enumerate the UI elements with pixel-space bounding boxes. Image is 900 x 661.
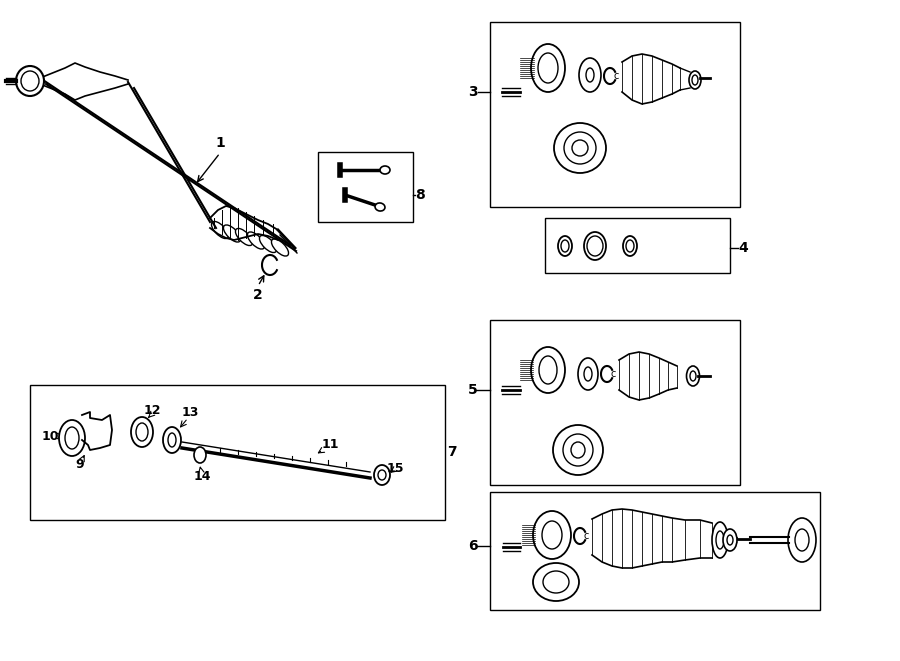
Text: 15: 15	[386, 461, 404, 475]
Text: 1: 1	[215, 136, 225, 150]
Text: 5: 5	[468, 383, 478, 397]
Ellipse shape	[259, 235, 276, 253]
Ellipse shape	[248, 232, 265, 249]
Bar	[318, 152, 413, 222]
Ellipse shape	[692, 75, 698, 85]
Ellipse shape	[65, 427, 79, 449]
Ellipse shape	[543, 571, 569, 593]
Polygon shape	[65, 63, 75, 100]
Ellipse shape	[561, 240, 569, 252]
Ellipse shape	[212, 221, 229, 239]
Ellipse shape	[539, 356, 557, 384]
Text: c: c	[583, 531, 589, 541]
Ellipse shape	[533, 563, 579, 601]
Polygon shape	[55, 68, 65, 94]
Ellipse shape	[586, 68, 594, 82]
Ellipse shape	[689, 71, 701, 89]
Text: 8: 8	[415, 188, 425, 202]
Ellipse shape	[584, 367, 592, 381]
Ellipse shape	[236, 229, 253, 245]
Bar	[490, 492, 820, 610]
Ellipse shape	[272, 239, 289, 256]
Polygon shape	[85, 67, 100, 96]
Ellipse shape	[136, 423, 148, 441]
Ellipse shape	[626, 240, 634, 252]
Ellipse shape	[716, 531, 724, 549]
Ellipse shape	[168, 433, 176, 447]
Polygon shape	[75, 63, 85, 100]
Text: c: c	[613, 71, 618, 81]
Ellipse shape	[623, 236, 637, 256]
Ellipse shape	[16, 66, 44, 96]
Ellipse shape	[571, 442, 585, 458]
Text: 2: 2	[253, 288, 263, 302]
Ellipse shape	[584, 232, 606, 260]
Ellipse shape	[375, 203, 385, 211]
Ellipse shape	[579, 58, 601, 92]
Ellipse shape	[542, 521, 562, 549]
Bar	[490, 22, 740, 207]
Ellipse shape	[723, 529, 737, 551]
Text: c: c	[610, 369, 616, 379]
Text: 14: 14	[194, 471, 211, 483]
Bar	[545, 218, 730, 273]
Text: 9: 9	[76, 459, 85, 471]
Ellipse shape	[564, 132, 596, 164]
Ellipse shape	[531, 44, 565, 92]
Text: 13: 13	[181, 405, 199, 418]
Text: 3: 3	[468, 85, 478, 99]
Ellipse shape	[587, 236, 603, 256]
Ellipse shape	[572, 140, 588, 156]
Ellipse shape	[558, 236, 572, 256]
Text: 10: 10	[41, 430, 58, 442]
Text: 7: 7	[447, 445, 457, 459]
Polygon shape	[40, 72, 55, 90]
Ellipse shape	[531, 347, 565, 393]
Ellipse shape	[727, 535, 733, 545]
Ellipse shape	[553, 425, 603, 475]
Ellipse shape	[194, 447, 206, 463]
Polygon shape	[115, 76, 128, 88]
Ellipse shape	[59, 420, 85, 456]
Ellipse shape	[533, 511, 571, 559]
Bar	[490, 320, 740, 485]
Bar	[30, 385, 445, 520]
Ellipse shape	[21, 71, 39, 91]
Ellipse shape	[131, 417, 153, 447]
Ellipse shape	[687, 366, 699, 386]
Ellipse shape	[380, 166, 390, 174]
Polygon shape	[100, 72, 115, 92]
Ellipse shape	[563, 434, 593, 466]
Ellipse shape	[712, 522, 728, 558]
Text: 6: 6	[468, 539, 478, 553]
Text: 12: 12	[143, 403, 161, 416]
Ellipse shape	[795, 529, 809, 551]
Text: 4: 4	[738, 241, 748, 255]
Ellipse shape	[690, 371, 696, 381]
Ellipse shape	[163, 427, 181, 453]
Ellipse shape	[223, 225, 240, 242]
Ellipse shape	[578, 358, 598, 390]
Ellipse shape	[538, 53, 558, 83]
Ellipse shape	[554, 123, 606, 173]
Ellipse shape	[374, 465, 390, 485]
Text: 11: 11	[321, 438, 338, 451]
Ellipse shape	[378, 470, 386, 480]
Ellipse shape	[788, 518, 816, 562]
